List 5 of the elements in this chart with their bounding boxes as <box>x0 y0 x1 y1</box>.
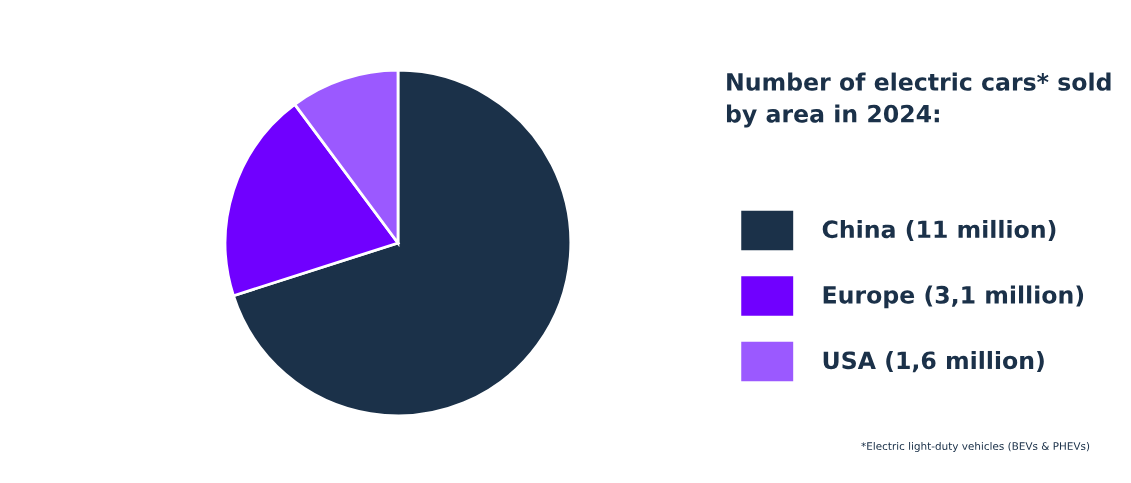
text: Number of electric cars* sold by area in 2024: <box>726 72 1111 128</box>
legend-label: China (11 million) <box>822 219 1056 241</box>
legend-label: Europe (3,1 million) <box>823 285 1084 309</box>
legend-label: USA (1,6 million) <box>823 350 1044 373</box>
text: *Electric light-duty vehicles (BEVs & PHEVs) <box>861 441 1090 453</box>
